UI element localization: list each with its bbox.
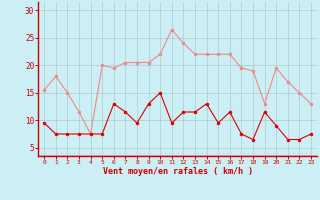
X-axis label: Vent moyen/en rafales ( km/h ): Vent moyen/en rafales ( km/h ) [103, 167, 252, 176]
